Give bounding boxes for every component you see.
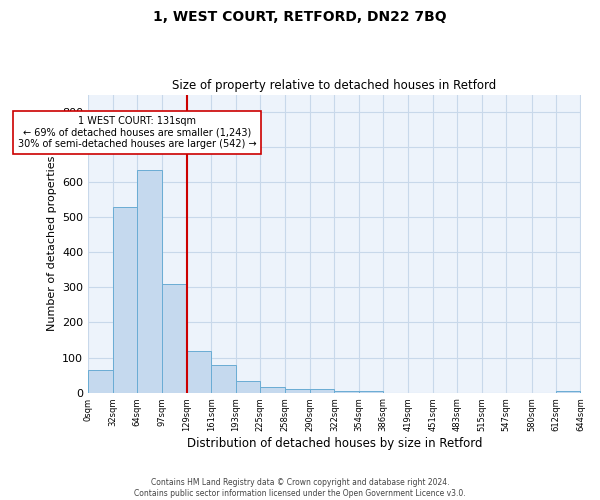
Bar [113, 207, 137, 392]
Title: Size of property relative to detached houses in Retford: Size of property relative to detached ho… [172, 79, 496, 92]
Bar [310, 390, 334, 392]
Bar [211, 365, 236, 392]
Y-axis label: Number of detached properties: Number of detached properties [47, 156, 56, 332]
Bar [260, 388, 286, 392]
Bar [162, 284, 187, 393]
Text: 1 WEST COURT: 131sqm
← 69% of detached houses are smaller (1,243)
30% of semi-de: 1 WEST COURT: 131sqm ← 69% of detached h… [18, 116, 256, 149]
Bar [236, 382, 260, 392]
Bar [334, 391, 359, 392]
Bar [137, 170, 162, 392]
X-axis label: Distribution of detached houses by size in Retford: Distribution of detached houses by size … [187, 437, 482, 450]
Bar [359, 391, 383, 392]
Bar [187, 350, 211, 393]
Bar [88, 370, 113, 392]
Text: Contains HM Land Registry data © Crown copyright and database right 2024.
Contai: Contains HM Land Registry data © Crown c… [134, 478, 466, 498]
Bar [286, 389, 310, 392]
Text: 1, WEST COURT, RETFORD, DN22 7BQ: 1, WEST COURT, RETFORD, DN22 7BQ [153, 10, 447, 24]
Bar [556, 391, 580, 392]
